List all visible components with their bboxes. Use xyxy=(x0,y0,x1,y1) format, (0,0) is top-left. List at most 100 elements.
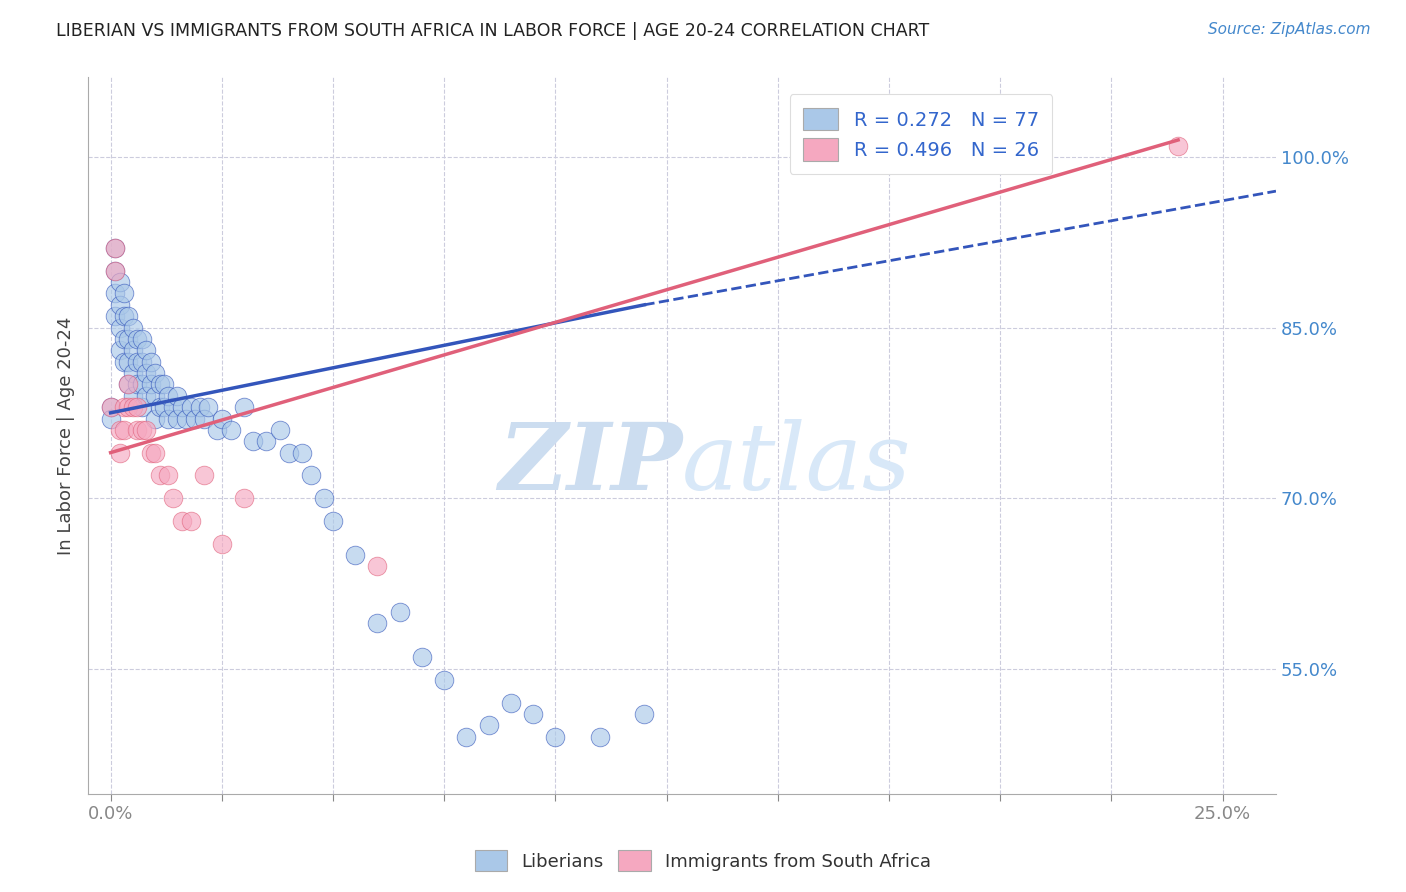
Point xyxy=(117,332,139,346)
Point xyxy=(104,263,127,277)
Point xyxy=(143,445,166,459)
Point xyxy=(211,536,233,550)
Point xyxy=(166,389,188,403)
Point xyxy=(117,377,139,392)
Point xyxy=(104,241,127,255)
Point xyxy=(100,411,122,425)
Point xyxy=(148,468,170,483)
Point xyxy=(388,605,411,619)
Point xyxy=(131,400,153,414)
Point xyxy=(180,514,202,528)
Point xyxy=(233,400,256,414)
Point xyxy=(131,332,153,346)
Point xyxy=(104,263,127,277)
Point xyxy=(139,354,162,368)
Point xyxy=(411,650,433,665)
Point xyxy=(143,366,166,380)
Point xyxy=(127,354,149,368)
Point xyxy=(131,377,153,392)
Point xyxy=(100,400,122,414)
Point xyxy=(456,730,478,744)
Point xyxy=(127,377,149,392)
Point xyxy=(314,491,336,505)
Text: Source: ZipAtlas.com: Source: ZipAtlas.com xyxy=(1208,22,1371,37)
Point xyxy=(117,309,139,323)
Point xyxy=(499,696,522,710)
Point xyxy=(148,377,170,392)
Point xyxy=(242,434,264,449)
Y-axis label: In Labor Force | Age 20-24: In Labor Force | Age 20-24 xyxy=(58,317,75,555)
Point xyxy=(108,275,131,289)
Point xyxy=(112,354,135,368)
Point xyxy=(104,241,127,255)
Point xyxy=(135,343,157,358)
Point xyxy=(139,377,162,392)
Text: LIBERIAN VS IMMIGRANTS FROM SOUTH AFRICA IN LABOR FORCE | AGE 20-24 CORRELATION : LIBERIAN VS IMMIGRANTS FROM SOUTH AFRICA… xyxy=(56,22,929,40)
Point xyxy=(131,423,153,437)
Point xyxy=(112,309,135,323)
Point xyxy=(180,400,202,414)
Point xyxy=(1167,138,1189,153)
Point xyxy=(174,411,197,425)
Text: atlas: atlas xyxy=(682,419,911,509)
Point xyxy=(143,411,166,425)
Point xyxy=(135,423,157,437)
Point xyxy=(157,389,180,403)
Point xyxy=(544,730,567,744)
Point xyxy=(184,411,207,425)
Point xyxy=(233,491,256,505)
Point xyxy=(112,400,135,414)
Point xyxy=(108,445,131,459)
Point xyxy=(143,389,166,403)
Point xyxy=(139,445,162,459)
Legend: R = 0.272   N = 77, R = 0.496   N = 26: R = 0.272 N = 77, R = 0.496 N = 26 xyxy=(790,95,1053,174)
Point xyxy=(108,298,131,312)
Legend: Liberians, Immigrants from South Africa: Liberians, Immigrants from South Africa xyxy=(467,843,939,879)
Point xyxy=(157,468,180,483)
Point xyxy=(108,343,131,358)
Text: ZIP: ZIP xyxy=(498,419,682,509)
Point xyxy=(108,320,131,334)
Point xyxy=(366,616,388,631)
Point xyxy=(162,400,184,414)
Point xyxy=(211,411,233,425)
Point xyxy=(121,366,143,380)
Point xyxy=(170,400,193,414)
Point xyxy=(135,366,157,380)
Point xyxy=(100,400,122,414)
Point xyxy=(121,343,143,358)
Point xyxy=(121,320,143,334)
Point xyxy=(121,389,143,403)
Point xyxy=(344,548,367,562)
Point xyxy=(121,400,143,414)
Point xyxy=(522,707,544,722)
Point xyxy=(112,423,135,437)
Point xyxy=(170,514,193,528)
Point xyxy=(291,445,314,459)
Point xyxy=(153,400,176,414)
Point xyxy=(197,400,219,414)
Point xyxy=(219,423,242,437)
Point xyxy=(127,400,149,414)
Point xyxy=(166,411,188,425)
Point xyxy=(117,377,139,392)
Point xyxy=(104,286,127,301)
Point xyxy=(633,707,655,722)
Point xyxy=(433,673,456,687)
Point xyxy=(366,559,388,574)
Point xyxy=(193,468,215,483)
Point xyxy=(207,423,229,437)
Point xyxy=(153,377,176,392)
Point xyxy=(254,434,277,449)
Point xyxy=(127,423,149,437)
Point xyxy=(127,332,149,346)
Point xyxy=(157,411,180,425)
Point xyxy=(135,389,157,403)
Point xyxy=(148,400,170,414)
Point xyxy=(277,445,299,459)
Point xyxy=(117,400,139,414)
Point xyxy=(478,718,501,732)
Point xyxy=(322,514,344,528)
Point xyxy=(112,332,135,346)
Point xyxy=(193,411,215,425)
